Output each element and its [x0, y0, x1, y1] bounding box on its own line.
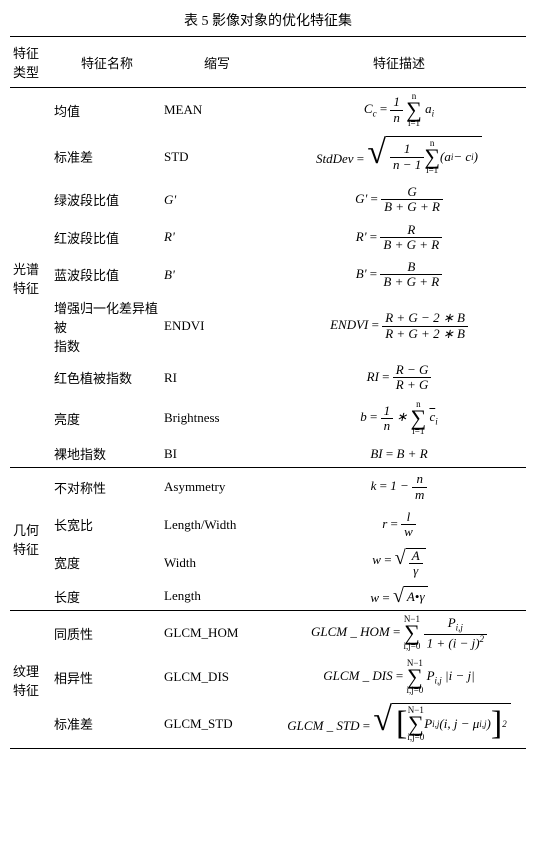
feature-abbr-cell: Length	[162, 582, 272, 611]
header-desc: 特征描述	[272, 37, 526, 88]
header-name: 特征名称	[42, 37, 162, 88]
feature-formula-cell: ENDVI = R + G − 2 ∗ BR + G + 2 ∗ B	[272, 294, 526, 359]
feature-name-cell: 不对称性	[42, 468, 162, 506]
feature-abbr-cell: Asymmetry	[162, 468, 272, 506]
feature-abbr-cell: RI	[162, 359, 272, 397]
table-caption: 表 5 影像对象的优化特征集	[10, 10, 526, 30]
feature-name-cell: 同质性	[42, 611, 162, 656]
feature-abbr-cell: ENDVI	[162, 294, 272, 359]
feature-abbr-cell: MEAN	[162, 88, 272, 133]
feature-formula-cell: GLCM _ DIS = N−1∑i,j=0 Pi,j |i − j|	[272, 655, 526, 699]
feature-abbr-cell: GLCM_DIS	[162, 655, 272, 699]
table-row: 长度Length w = √A • γ	[10, 582, 526, 611]
feature-abbr-cell: R'	[162, 219, 272, 257]
table-row: 标准差STD StdDev = √ 1n − 1 n∑i=1 (ai − ci)	[10, 132, 526, 181]
feature-abbr-cell: B'	[162, 256, 272, 294]
feature-name-cell: 亮度	[42, 396, 162, 440]
feature-name-cell: 相异性	[42, 655, 162, 699]
feature-formula-cell: G' = GB + G + R	[272, 181, 526, 219]
feature-formula-cell: GLCM _ STD = √ [ N−1∑i,j=0 Pi,j (i, j − …	[272, 699, 526, 749]
feature-name-cell: 蓝波段比值	[42, 256, 162, 294]
feature-type-cell: 几何特征	[10, 468, 42, 611]
table-row: 标准差GLCM_STD GLCM _ STD = √ [ N−1∑i,j=0 P…	[10, 699, 526, 749]
feature-name-cell: 红色植被指数	[42, 359, 162, 397]
table-row: 蓝波段比值B' B' = BB + G + R	[10, 256, 526, 294]
feature-name-cell: 均值	[42, 88, 162, 133]
feature-abbr-cell: STD	[162, 132, 272, 181]
table-row: 相异性GLCM_DIS GLCM _ DIS = N−1∑i,j=0 Pi,j …	[10, 655, 526, 699]
table-row: 红波段比值R' R' = RB + G + R	[10, 219, 526, 257]
feature-formula-cell: RI = R − GR + G	[272, 359, 526, 397]
table-row: 亮度Brightness b = 1n ∗ n∑i=1 ci	[10, 396, 526, 440]
feature-formula-cell: GLCM _ HOM = N−1∑i,j=0 Pi,j1 + (i − j)2	[272, 611, 526, 656]
feature-formula-cell: StdDev = √ 1n − 1 n∑i=1 (ai − ci)	[272, 132, 526, 181]
feature-name-cell: 红波段比值	[42, 219, 162, 257]
table-row: 光谱特征均值MEAN Cc = 1n n∑i=1 ai	[10, 88, 526, 133]
feature-formula-cell: BI = B + R	[272, 440, 526, 468]
feature-name-cell: 绿波段比值	[42, 181, 162, 219]
feature-abbr-cell: Width	[162, 544, 272, 583]
table-row: 增强归一化差异植被 指数ENDVI ENDVI = R + G − 2 ∗ BR…	[10, 294, 526, 359]
feature-name-cell: 长度	[42, 582, 162, 611]
feature-formula-cell: b = 1n ∗ n∑i=1 ci	[272, 396, 526, 440]
feature-formula-cell: w = √A • γ	[272, 582, 526, 611]
feature-abbr-cell: Length/Width	[162, 506, 272, 544]
feature-name-cell: 增强归一化差异植被 指数	[42, 294, 162, 359]
feature-abbr-cell: BI	[162, 440, 272, 468]
table-row: 几何特征不对称性Asymmetry k = 1 − nm	[10, 468, 526, 506]
feature-formula-cell: r = lw	[272, 506, 526, 544]
feature-name-cell: 标准差	[42, 699, 162, 749]
table-row: 宽度Width w = √ Aγ	[10, 544, 526, 583]
feature-name-cell: 裸地指数	[42, 440, 162, 468]
feature-formula-cell: w = √ Aγ	[272, 544, 526, 583]
feature-formula-cell: B' = BB + G + R	[272, 256, 526, 294]
header-row: 特征 类型 特征名称 缩写 特征描述	[10, 37, 526, 88]
table-row: 绿波段比值G' G' = GB + G + R	[10, 181, 526, 219]
header-type: 特征 类型	[10, 37, 42, 88]
feature-name-cell: 宽度	[42, 544, 162, 583]
feature-formula-cell: k = 1 − nm	[272, 468, 526, 506]
table-row: 裸地指数BIBI = B + R	[10, 440, 526, 468]
header-abbr: 缩写	[162, 37, 272, 88]
feature-abbr-cell: Brightness	[162, 396, 272, 440]
feature-type-cell: 光谱特征	[10, 88, 42, 468]
feature-name-cell: 长宽比	[42, 506, 162, 544]
feature-name-cell: 标准差	[42, 132, 162, 181]
feature-formula-cell: R' = RB + G + R	[272, 219, 526, 257]
feature-formula-cell: Cc = 1n n∑i=1 ai	[272, 88, 526, 133]
table-row: 纹理特征同质性GLCM_HOM GLCM _ HOM = N−1∑i,j=0 P…	[10, 611, 526, 656]
feature-abbr-cell: GLCM_HOM	[162, 611, 272, 656]
table-row: 红色植被指数RI RI = R − GR + G	[10, 359, 526, 397]
table-row: 长宽比Length/Width r = lw	[10, 506, 526, 544]
feature-table: 特征 类型 特征名称 缩写 特征描述 光谱特征均值MEAN Cc = 1n n∑…	[10, 36, 526, 749]
feature-abbr-cell: GLCM_STD	[162, 699, 272, 749]
feature-type-cell: 纹理特征	[10, 611, 42, 749]
feature-abbr-cell: G'	[162, 181, 272, 219]
